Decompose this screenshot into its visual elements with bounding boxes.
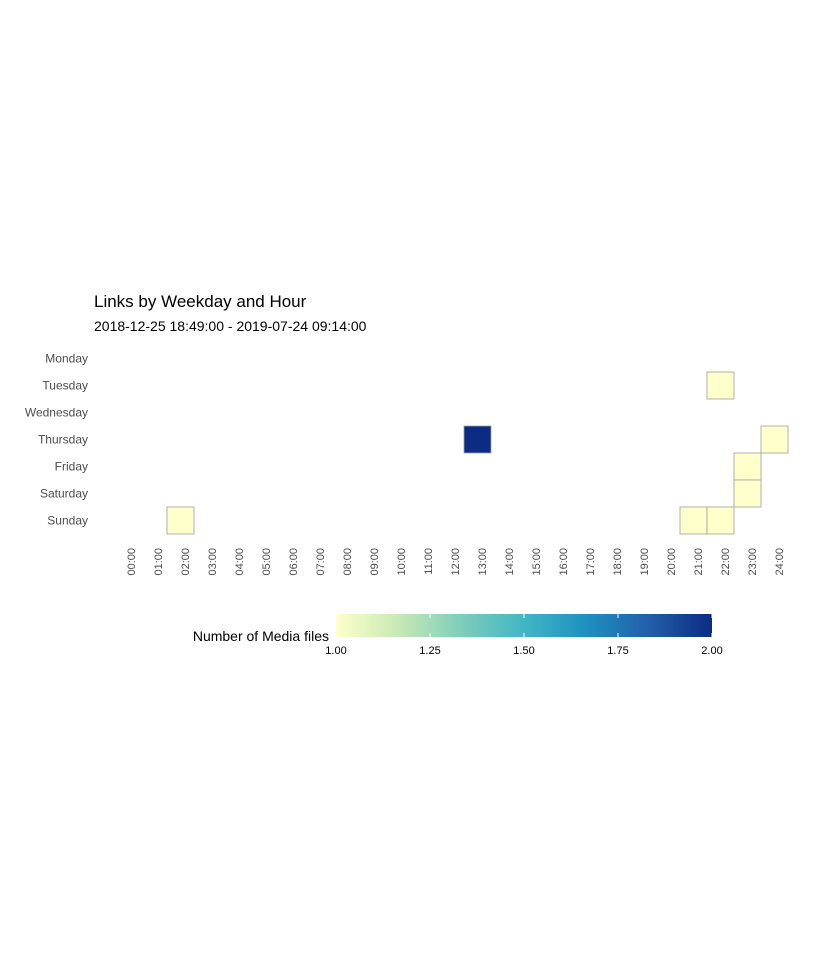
x-tick-label: 09:00 <box>369 548 381 576</box>
heatmap-cell <box>706 371 735 400</box>
heatmap-cell <box>733 452 762 481</box>
x-tick-label: 22:00 <box>720 548 732 576</box>
chart-subtitle: 2018-12-25 18:49:00 - 2019-07-24 09:14:0… <box>94 318 367 334</box>
x-tick-label: 23:00 <box>747 548 759 576</box>
y-tick-label: Tuesday <box>42 379 88 393</box>
y-tick-label: Monday <box>45 352 88 366</box>
x-tick-label: 00:00 <box>126 548 138 576</box>
x-tick-label: 24:00 <box>774 548 786 576</box>
heatmap-cell <box>463 425 492 454</box>
chart-title: Links by Weekday and Hour <box>94 292 307 311</box>
y-tick-label: Friday <box>55 460 88 474</box>
x-axis-labels: 00:00 01:00 02:00 03:00 04:00 05:00 06:00 07:00… <box>126 548 786 576</box>
x-tick-label: 14:00 <box>504 548 516 576</box>
x-tick-label: 15:00 <box>531 548 543 576</box>
legend-tick-label: 1.25 <box>419 645 440 657</box>
legend-tick-label: 2.00 <box>701 645 722 657</box>
x-tick-label: 13:00 <box>477 548 489 576</box>
x-tick-label: 06:00 <box>288 548 300 576</box>
heatmap-cell <box>760 425 789 454</box>
x-tick-label: 16:00 <box>558 548 570 576</box>
heatmap-cells <box>166 371 789 535</box>
x-tick-label: 19:00 <box>639 548 651 576</box>
legend-colorbar <box>336 614 712 637</box>
legend-tick-label: 1.00 <box>325 645 346 657</box>
heatmap-cell <box>733 479 762 508</box>
legend-tick-label: 1.75 <box>607 645 628 657</box>
heatmap-cell <box>679 506 708 535</box>
y-axis-labels: Monday Tuesday Wednesday Thursday Friday Satu… <box>25 352 88 528</box>
x-tick-label: 02:00 <box>180 548 192 576</box>
x-tick-label: 10:00 <box>396 548 408 576</box>
y-tick-label: Thursday <box>38 433 88 447</box>
x-tick-label: 12:00 <box>450 548 462 576</box>
heatmap-cell <box>166 506 195 535</box>
x-tick-label: 01:00 <box>153 548 165 576</box>
legend-ticks: 1.00 1.25 1.50 1.75 2.00 <box>325 614 723 657</box>
x-tick-label: 07:00 <box>315 548 327 576</box>
color-legend: Number of Media files 1.00 1.25 1.50 1.75 2.… <box>193 614 723 657</box>
x-tick-label: 11:00 <box>423 548 435 575</box>
x-tick-label: 21:00 <box>693 548 705 576</box>
x-tick-label: 05:00 <box>261 548 273 576</box>
legend-title: Number of Media files <box>193 628 329 644</box>
x-tick-label: 04:00 <box>234 548 246 576</box>
x-tick-label: 17:00 <box>585 548 597 576</box>
heatmap-cell <box>706 506 735 535</box>
y-tick-label: Sunday <box>47 514 88 528</box>
x-tick-label: 20:00 <box>666 548 678 576</box>
x-tick-label: 18:00 <box>612 548 624 576</box>
legend-tick-label: 1.50 <box>513 645 534 657</box>
y-tick-label: Saturday <box>40 487 88 501</box>
x-tick-label: 08:00 <box>342 548 354 576</box>
x-tick-label: 03:00 <box>207 548 219 576</box>
y-tick-label: Wednesday <box>25 406 88 420</box>
